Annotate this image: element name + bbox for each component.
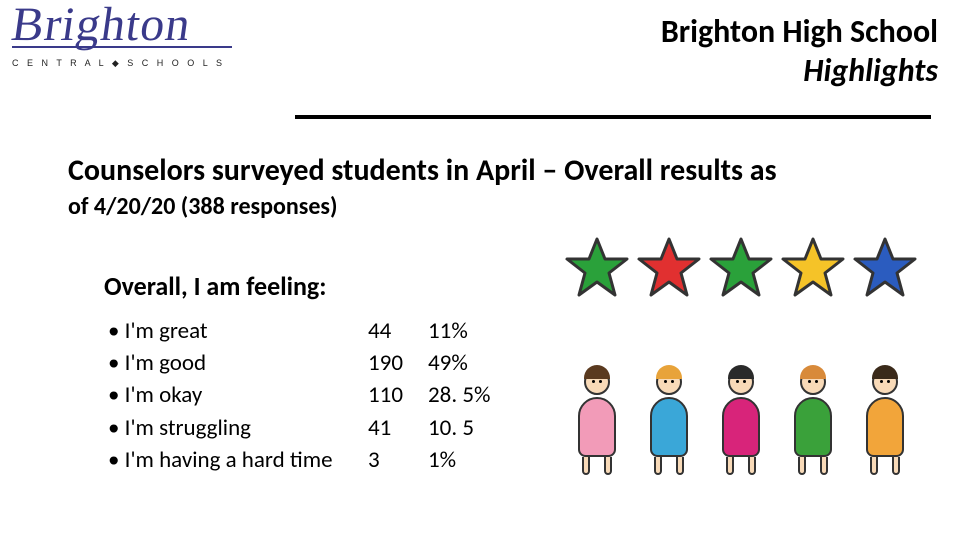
header-title-line2: Highlights [661, 51, 938, 90]
main-heading: Counselors surveyed students in April – … [68, 152, 938, 189]
survey-question: Overall, I am feeling: [104, 270, 326, 302]
sub-heading: of 4/20/20 (388 responses) [68, 192, 337, 221]
kid-figure [794, 369, 832, 475]
kid-figure [578, 369, 616, 475]
result-percent: 28. 5% [428, 379, 508, 411]
result-label: • I'm okay [108, 379, 368, 411]
result-count: 110 [368, 379, 428, 411]
school-logo: Brighton C E N T R A L ◆ S C H O O L S [12, 6, 272, 96]
header-titles: Brighton High School Highlights [661, 12, 938, 90]
result-percent: 1% [428, 444, 508, 476]
result-percent: 10. 5 [428, 412, 508, 444]
kids-stars-illustration [560, 245, 940, 495]
results-row: • I'm great4411% [108, 315, 508, 347]
star-icon [707, 235, 775, 303]
result-percent: 49% [428, 347, 508, 379]
header-rule [295, 115, 931, 119]
result-count: 44 [368, 315, 428, 347]
result-label: • I'm good [108, 347, 368, 379]
result-percent: 11% [428, 315, 508, 347]
result-count: 3 [368, 444, 428, 476]
logo-subtext: C E N T R A L ◆ S C H O O L S [12, 58, 272, 69]
result-count: 190 [368, 347, 428, 379]
results-table: • I'm great4411%• I'm good19049%• I'm ok… [108, 315, 508, 476]
star-icon [635, 235, 703, 303]
result-label: • I'm struggling [108, 412, 368, 444]
results-row: • I'm struggling4110. 5 [108, 412, 508, 444]
result-count: 41 [368, 412, 428, 444]
header-title-line1: Brighton High School [661, 12, 938, 51]
kid-figure [722, 369, 760, 475]
results-row: • I'm good19049% [108, 347, 508, 379]
result-label: • I'm great [108, 315, 368, 347]
result-label: • I'm having a hard time [108, 444, 368, 476]
results-row: • I'm having a hard time31% [108, 444, 508, 476]
star-icon [779, 235, 847, 303]
kid-figure [650, 369, 688, 475]
logo-script-text: Brighton [9, 6, 274, 44]
kid-figure [866, 369, 904, 475]
star-icon [563, 235, 631, 303]
results-row: • I'm okay11028. 5% [108, 379, 508, 411]
slide: Brighton C E N T R A L ◆ S C H O O L S B… [0, 0, 960, 540]
star-icon [851, 235, 919, 303]
